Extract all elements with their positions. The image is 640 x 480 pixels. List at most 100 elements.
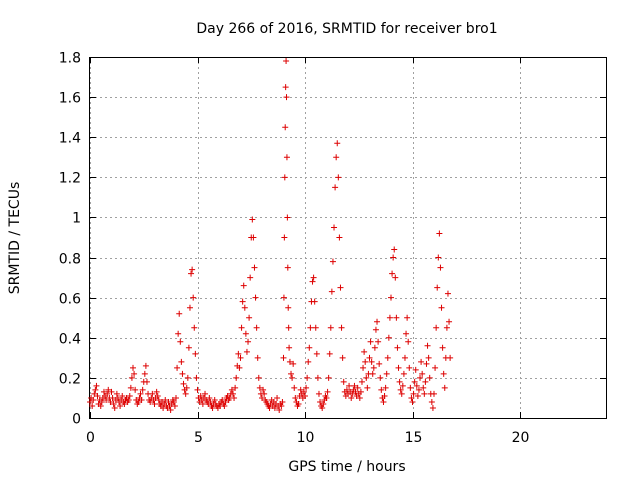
data-point-marker xyxy=(305,358,312,365)
data-point-marker xyxy=(110,400,117,407)
data-point-marker xyxy=(369,370,376,377)
data-point-marker xyxy=(420,384,427,391)
data-point-marker xyxy=(394,344,401,351)
data-point-marker xyxy=(151,400,158,407)
data-point-marker xyxy=(222,398,229,405)
data-point-marker xyxy=(261,390,268,397)
data-point-marker xyxy=(108,388,115,395)
data-point-marker xyxy=(434,284,441,291)
data-point-marker xyxy=(436,230,443,237)
data-point-marker xyxy=(260,386,267,393)
data-point-marker xyxy=(412,366,419,373)
data-point-marker xyxy=(332,184,339,191)
data-point-marker xyxy=(202,390,209,397)
plot-frame xyxy=(89,57,607,419)
data-point-marker xyxy=(188,270,195,277)
data-point-marker xyxy=(179,370,186,377)
data-point-marker xyxy=(105,386,112,393)
data-point-marker xyxy=(155,396,162,403)
data-point-marker xyxy=(292,394,299,401)
data-point-marker xyxy=(392,274,399,281)
data-point-marker xyxy=(229,390,236,397)
data-point-marker xyxy=(378,386,385,393)
data-point-marker xyxy=(405,338,412,345)
data-point-marker xyxy=(409,398,416,405)
data-point-marker xyxy=(114,394,121,401)
data-point-marker xyxy=(139,386,146,393)
data-point-marker xyxy=(271,404,278,411)
data-point-marker xyxy=(109,394,116,401)
data-point-marker xyxy=(356,394,363,401)
data-point-marker xyxy=(147,398,154,405)
data-point-marker xyxy=(323,394,330,401)
data-point-marker xyxy=(285,324,292,331)
data-point-marker xyxy=(423,360,430,367)
data-point-marker xyxy=(307,324,314,331)
data-point-marker xyxy=(302,392,308,399)
data-point-marker xyxy=(446,318,453,325)
data-point-marker xyxy=(154,392,161,399)
data-point-marker xyxy=(339,354,346,361)
data-point-marker xyxy=(372,326,379,333)
data-point-marker xyxy=(343,386,350,393)
data-point-marker xyxy=(407,384,414,391)
data-point-marker xyxy=(274,394,281,401)
data-point-marker xyxy=(384,354,391,361)
data-point-marker xyxy=(366,354,373,361)
data-point-marker xyxy=(443,324,450,331)
data-point-marker xyxy=(431,390,437,397)
data-point-marker xyxy=(149,390,156,397)
data-point-marker xyxy=(440,370,447,377)
data-point-marker xyxy=(319,404,326,411)
data-point-marker xyxy=(388,294,394,301)
data-point-marker xyxy=(337,284,344,291)
data-point-marker xyxy=(206,394,213,401)
data-point-marker xyxy=(241,304,248,311)
data-point-marker xyxy=(340,378,347,385)
data-point-marker xyxy=(280,354,287,361)
grid-lines xyxy=(90,57,606,419)
data-point-marker xyxy=(348,394,355,401)
data-point-marker xyxy=(236,364,243,371)
data-point-marker xyxy=(284,214,291,221)
data-point-marker xyxy=(288,370,295,377)
data-point-marker xyxy=(92,386,99,393)
x-tick-label: 5 xyxy=(194,430,203,446)
y-tick-label: 1 xyxy=(72,211,81,227)
tick-labels: 0 0.2 0.4 0.6 0.8 1 1.2 1.4 1.6 1.8 0 5 10 15 20 xyxy=(59,51,530,447)
data-point-marker xyxy=(357,388,364,395)
data-point-marker xyxy=(327,324,334,331)
data-point-marker xyxy=(128,374,135,381)
data-point-marker xyxy=(326,350,333,357)
data-point-marker xyxy=(97,402,104,409)
data-point-marker xyxy=(303,384,310,391)
data-point-marker xyxy=(284,264,291,271)
data-point-marker xyxy=(90,396,97,403)
data-point-marker xyxy=(107,398,114,405)
data-point-marker xyxy=(137,390,144,397)
data-point-marker xyxy=(417,374,424,381)
data-point-marker xyxy=(334,140,341,147)
data-point-marker xyxy=(176,310,183,317)
data-point-marker xyxy=(358,378,365,385)
data-point-marker xyxy=(354,384,361,391)
chart-title: Day 266 of 2016, SRMTID for receiver bro… xyxy=(196,21,497,37)
data-point-marker xyxy=(138,396,145,403)
data-point-marker xyxy=(232,384,239,391)
data-point-marker xyxy=(243,348,250,355)
data-point-marker xyxy=(383,370,390,377)
data-point-marker xyxy=(310,274,317,281)
y-tick-label: 0 xyxy=(72,412,81,428)
data-point-marker xyxy=(437,264,444,271)
data-point-marker xyxy=(278,402,285,409)
data-point-marker xyxy=(246,314,253,321)
data-point-marker xyxy=(178,358,185,365)
data-point-marker xyxy=(143,378,150,385)
data-point-marker xyxy=(295,400,302,407)
data-point-marker xyxy=(304,374,311,381)
data-point-marker xyxy=(367,338,374,345)
y-tick-label: 0.2 xyxy=(59,372,81,388)
y-tick-label: 1.6 xyxy=(59,91,81,107)
data-point-marker xyxy=(135,398,142,405)
data-point-marker xyxy=(312,324,319,331)
